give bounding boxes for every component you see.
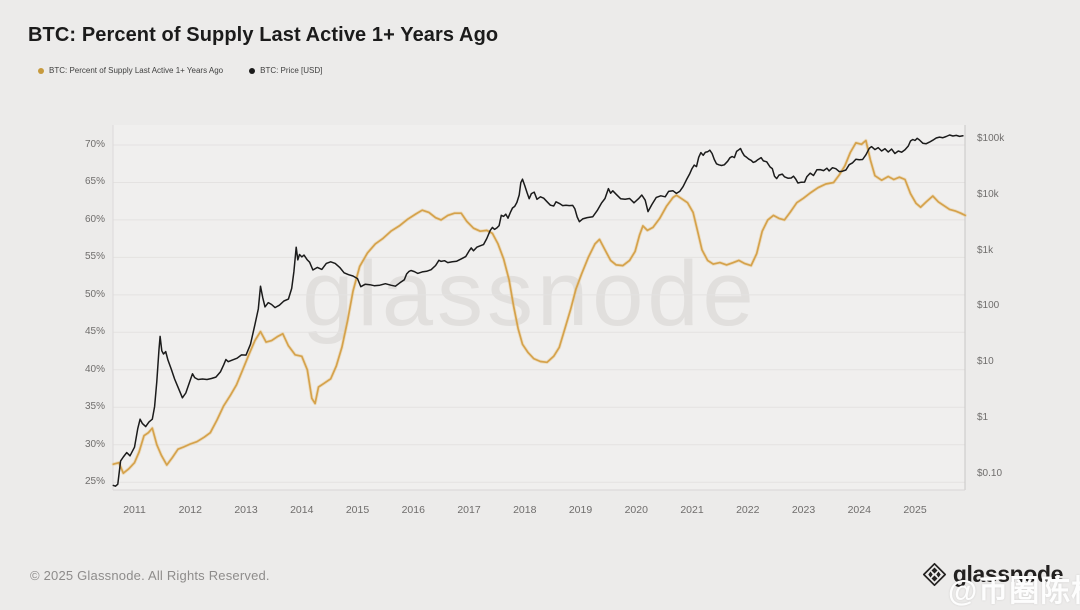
legend-label-price: BTC: Price [USD] <box>260 66 323 75</box>
legend-item-supply[interactable]: BTC: Percent of Supply Last Active 1+ Ye… <box>38 66 223 75</box>
y-right-tick-label: $1 <box>977 412 989 423</box>
x-axis-tick-label: 2019 <box>568 504 593 516</box>
x-axis-tick-label: 2012 <box>178 504 202 516</box>
x-axis-tick-label: 2014 <box>290 504 314 516</box>
y-left-tick-label: 65% <box>84 176 105 188</box>
glassnode-logo: glassnode <box>922 561 1063 588</box>
y-left-tick-label: 35% <box>84 401 105 413</box>
legend-dot-supply-icon <box>38 67 44 74</box>
x-axis-tick-label: 2025 <box>903 504 927 516</box>
y-left-tick-label: 45% <box>84 326 105 338</box>
page-title: BTC: Percent of Supply Last Active 1+ Ye… <box>28 24 499 46</box>
y-right-tick-label: $1k <box>977 244 994 256</box>
x-axis-tick-label: 2015 <box>345 504 370 516</box>
x-axis-tick-label: 2022 <box>736 504 760 516</box>
glassnode-logo-icon <box>922 562 947 587</box>
y-left-tick-label: 40% <box>84 363 105 375</box>
x-axis-tick-label: 2011 <box>123 504 146 516</box>
x-axis-tick-label: 2024 <box>847 504 871 516</box>
chart-legend: BTC: Percent of Supply Last Active 1+ Ye… <box>38 66 322 75</box>
svg-text:glassnode: glassnode <box>302 243 757 345</box>
y-left-tick-label: 55% <box>84 251 105 263</box>
copyright-text: © 2025 Glassnode. All Rights Reserved. <box>30 568 270 583</box>
x-axis-tick-label: 2017 <box>457 504 481 516</box>
x-axis-tick-label: 2021 <box>680 504 704 516</box>
y-right-tick-label: $100 <box>977 300 1000 312</box>
y-left-tick-label: 70% <box>84 139 105 150</box>
y-left-tick-label: 25% <box>84 476 105 488</box>
x-axis-tick-label: 2016 <box>401 504 425 516</box>
y-right-tick-label: $100k <box>977 133 1005 144</box>
legend-dot-price-icon <box>249 67 256 74</box>
x-axis-tick-label: 2018 <box>513 504 537 516</box>
photo-watermark-text: @币圈陈栋 <box>948 575 1080 608</box>
glassnode-logo-text: glassnode <box>952 561 1064 587</box>
y-left-tick-label: 50% <box>84 288 105 300</box>
y-right-tick-label: $10 <box>977 356 994 368</box>
chart-plot[interactable] <box>113 125 965 490</box>
x-axis-tick-label: 2023 <box>791 504 816 516</box>
legend-item-price[interactable]: BTC: Price [USD] <box>249 66 322 75</box>
legend-label-supply: BTC: Percent of Supply Last Active 1+ Ye… <box>49 66 224 75</box>
x-axis-tick-label: 2013 <box>234 504 258 516</box>
y-right-tick-label: $0.10 <box>977 467 1003 479</box>
x-axis-tick-label: 2020 <box>624 504 648 516</box>
y-left-tick-label: 30% <box>84 438 105 450</box>
y-left-tick-label: 60% <box>84 213 105 225</box>
y-right-tick-label: $10k <box>977 188 999 200</box>
